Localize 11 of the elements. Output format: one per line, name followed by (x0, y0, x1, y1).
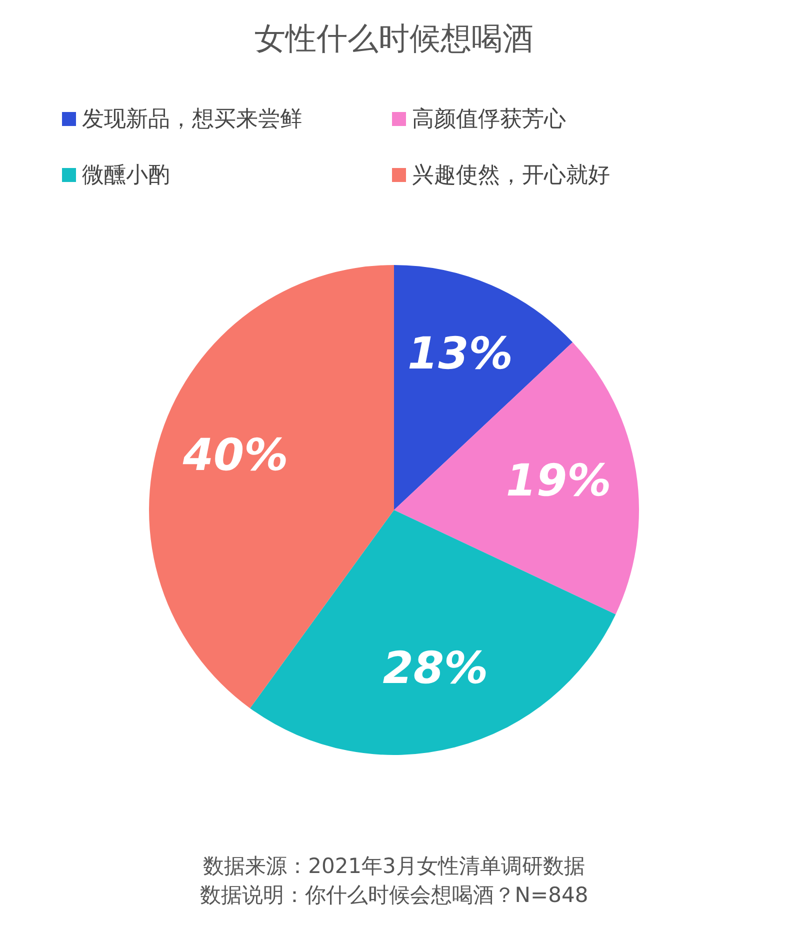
chart-title: 女性什么时候想喝酒 (254, 20, 534, 59)
legend-label: 高颜值俘获芳心 (412, 106, 566, 134)
data-label: 40% (182, 430, 288, 481)
legend-label: 兴趣使然，开心就好 (412, 162, 610, 190)
legend-label: 微醺小酌 (82, 162, 170, 190)
text: 数据说明：你什么时候会想喝酒？N=848 (198, 882, 590, 909)
data-label: 13% (408, 328, 513, 380)
legend-label: 发现新品，想买来尝鲜 (82, 106, 302, 134)
data-label: 28% (382, 642, 488, 694)
source-note: 数据来源：2021年3月女性清单调研数据 (202, 853, 586, 880)
data-label: 19% (506, 455, 612, 506)
